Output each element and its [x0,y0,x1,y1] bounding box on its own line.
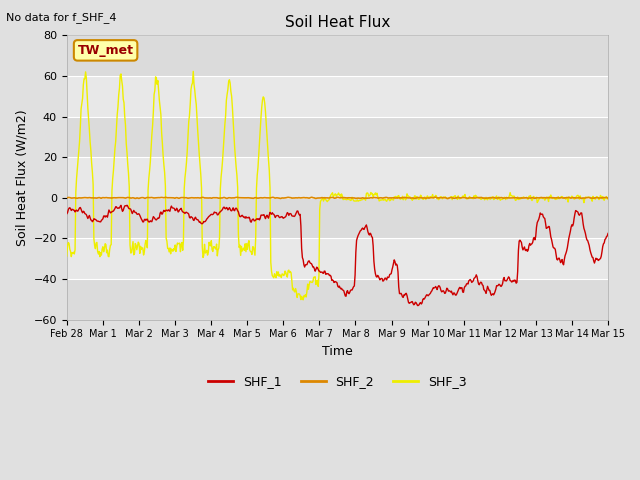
Bar [67,117,608,157]
SHF_2 [184,195,191,201]
SHF_2 [431,194,438,200]
SHF_3 [63,253,70,259]
SHF_1 [420,296,428,302]
Bar [67,239,608,279]
SHF_2 [419,195,427,201]
SHF_2 [73,195,81,201]
SHF_2 [129,195,136,201]
SHF_2 [212,195,220,201]
Line: SHF_3: SHF_3 [67,72,608,300]
Bar [67,279,608,320]
Line: SHF_2: SHF_2 [67,197,608,199]
SHF_3 [404,193,412,199]
SHF_3 [73,176,81,181]
SHF_3 [604,196,612,202]
Bar [67,157,608,198]
X-axis label: Time: Time [322,345,353,358]
Title: Soil Heat Flux: Soil Heat Flux [285,15,390,30]
SHF_1 [73,207,81,213]
Line: SHF_1: SHF_1 [67,205,608,306]
SHF_3 [420,194,428,200]
SHF_3 [300,297,307,303]
SHF_1 [404,296,412,302]
Legend: SHF_1, SHF_2, SHF_3: SHF_1, SHF_2, SHF_3 [204,370,472,393]
SHF_2 [403,195,411,201]
Bar [67,76,608,117]
SHF_1 [604,230,612,236]
SHF_2 [63,195,70,201]
SHF_1 [123,203,131,208]
Bar [67,36,608,76]
SHF_2 [444,196,451,202]
Bar [67,198,608,239]
SHF_3 [189,69,197,74]
SHF_2 [604,195,612,201]
Y-axis label: Soil Heat Flux (W/m2): Soil Heat Flux (W/m2) [15,109,28,246]
SHF_1 [212,210,220,216]
Text: No data for f_SHF_4: No data for f_SHF_4 [6,12,117,23]
Text: TW_met: TW_met [77,44,134,57]
SHF_1 [184,210,192,216]
SHF_3 [212,241,220,247]
SHF_3 [184,148,191,154]
SHF_1 [413,303,421,309]
SHF_1 [129,209,137,215]
SHF_3 [129,244,136,250]
SHF_1 [63,211,70,216]
